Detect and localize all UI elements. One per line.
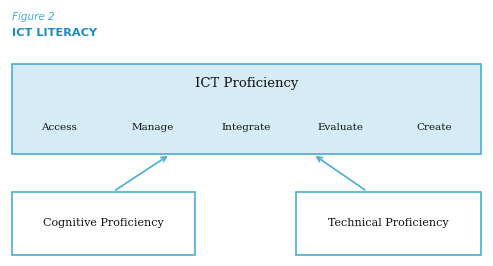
Text: Technical Proficiency: Technical Proficiency [328, 218, 449, 228]
FancyBboxPatch shape [12, 64, 481, 154]
Text: Cognitive Proficiency: Cognitive Proficiency [43, 218, 164, 228]
FancyBboxPatch shape [12, 192, 195, 255]
Text: Figure 2: Figure 2 [12, 12, 55, 22]
Text: ICT LITERACY: ICT LITERACY [12, 28, 98, 38]
Text: Access: Access [41, 123, 77, 132]
FancyBboxPatch shape [296, 192, 481, 255]
Text: ICT Proficiency: ICT Proficiency [195, 77, 298, 90]
Text: Integrate: Integrate [222, 123, 271, 132]
Text: Create: Create [416, 123, 452, 132]
Text: Manage: Manage [132, 123, 174, 132]
Text: Evaluate: Evaluate [317, 123, 363, 132]
